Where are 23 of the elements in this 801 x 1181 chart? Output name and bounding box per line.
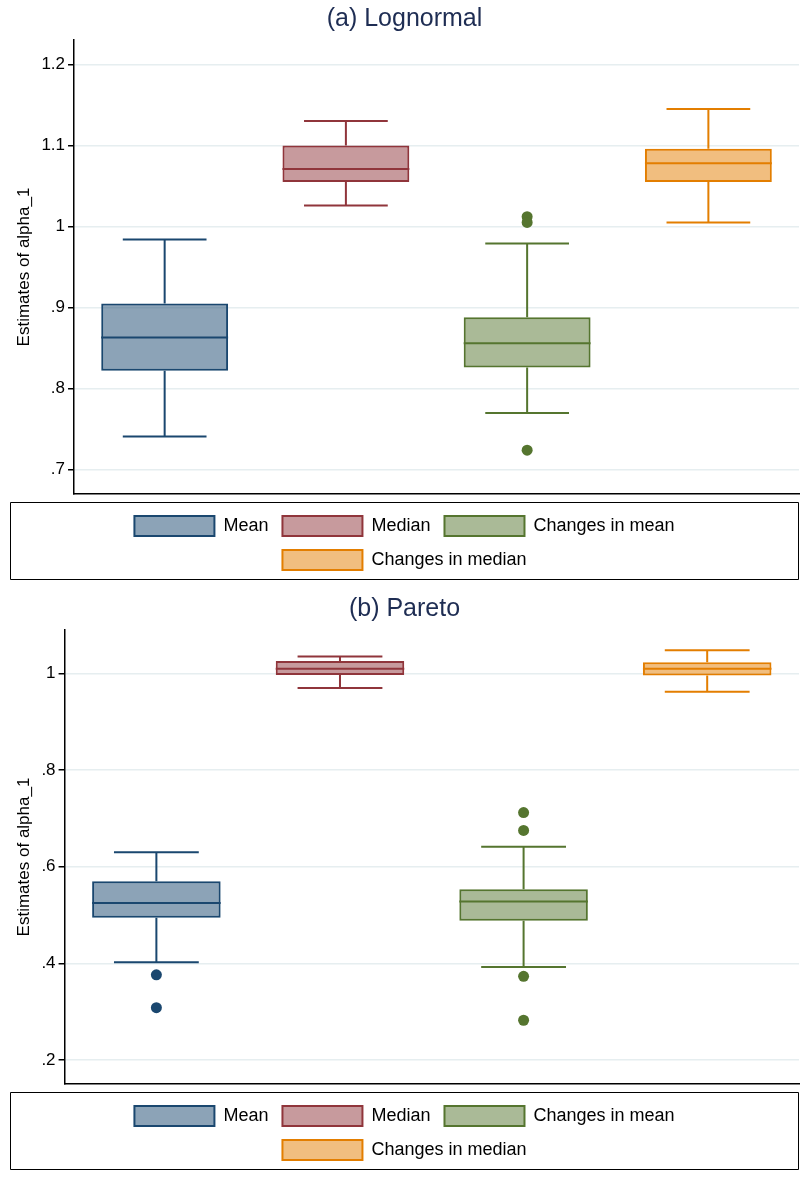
legend-label: Changes in median (371, 548, 527, 569)
y-tick-label: 1 (55, 216, 66, 236)
legend-label: Changes in mean (533, 514, 675, 535)
y-tick-label: 1 (46, 663, 56, 683)
y-tick-label: .8 (41, 759, 56, 779)
y-tick-label: .8 (50, 378, 66, 398)
y-tick-label: 1.2 (41, 54, 66, 74)
y-axis-title: Estimates of alpha_1 (13, 777, 33, 937)
legend-label: Mean (223, 514, 269, 535)
y-tick-label: .4 (41, 952, 56, 972)
legend-label: Median (371, 1104, 431, 1125)
y-tick-label: 1.1 (41, 135, 66, 155)
legend-label: Changes in mean (533, 1104, 675, 1125)
legend-label: Mean (223, 1104, 269, 1125)
chart-title: (b) Pareto (348, 592, 461, 621)
y-tick-label: .2 (41, 1049, 56, 1069)
y-axis-title: Estimates of alpha_1 (13, 187, 33, 347)
legend-label: Median (371, 514, 431, 535)
y-tick-label: .6 (41, 856, 56, 876)
chart-title: (a) Lognormal (326, 2, 483, 31)
legend-label: Changes in median (371, 1138, 527, 1159)
y-tick-label: .9 (50, 297, 66, 317)
y-tick-label: .7 (50, 459, 66, 479)
